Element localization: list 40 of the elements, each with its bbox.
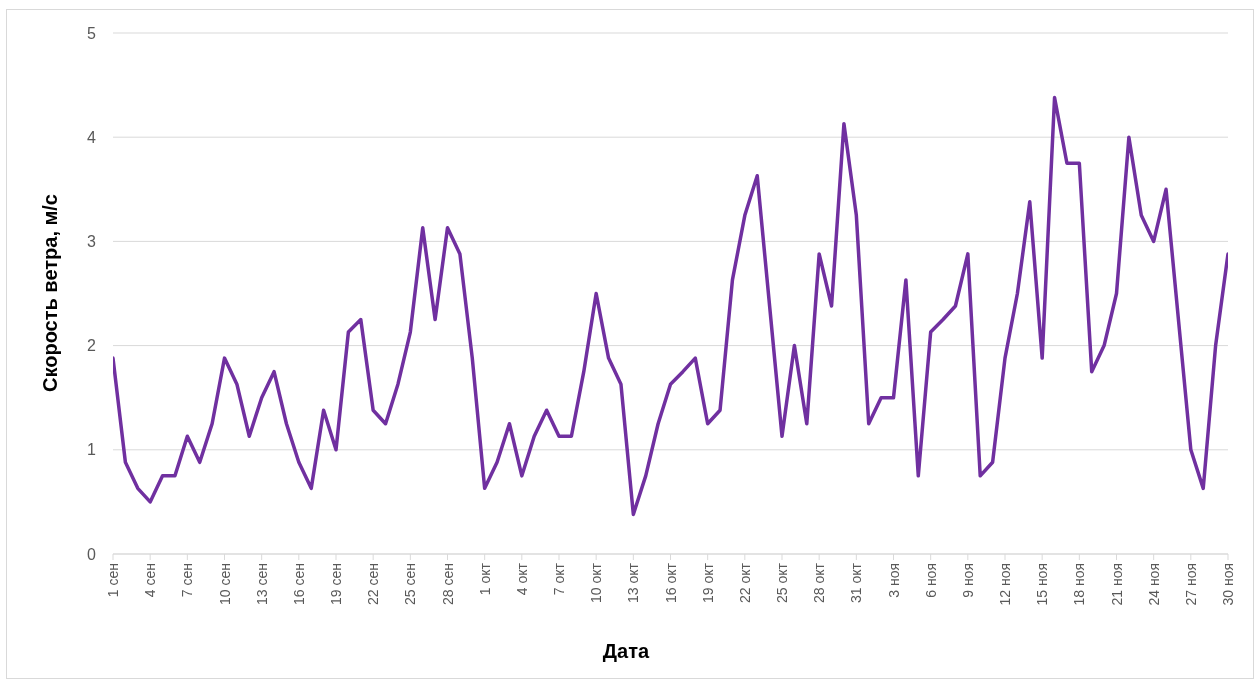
x-tick-label: 25 окт: [774, 562, 790, 603]
x-tick-label: 4 окт: [513, 562, 530, 596]
y-axis-title: Скорость ветра, м/с: [38, 194, 62, 392]
x-tick-label: 7 сен: [179, 563, 196, 598]
x-tick-label: 13 окт: [625, 562, 642, 603]
x-tick-label: 28 окт: [811, 562, 828, 603]
x-tick-label: 13 сен: [253, 563, 270, 605]
x-tick-label: 21 ноя: [1108, 563, 1125, 606]
x-tick-label: 30 ноя: [1220, 563, 1236, 606]
x-axis-title: Дата: [602, 639, 650, 663]
x-tick-label: 25 сен: [402, 563, 419, 605]
x-tick-label: 18 ноя: [1071, 563, 1088, 606]
x-tick-label: 10 окт: [588, 562, 605, 603]
x-tick-label: 3 ноя: [885, 563, 902, 598]
x-tick-label: 4 сен: [142, 563, 159, 598]
y-tick-label: 4: [87, 128, 97, 146]
x-tick-label: 19 окт: [699, 562, 716, 603]
x-tick-label: 15 ноя: [1034, 563, 1051, 606]
x-tick-label: 12 ноя: [997, 563, 1013, 606]
y-tick-label: 3: [87, 233, 97, 251]
y-tick-label: 2: [87, 337, 97, 355]
line-series: [113, 95, 1228, 517]
x-tick-label: 10 сен: [216, 563, 233, 605]
x-tick-label: 22 окт: [736, 562, 753, 603]
x-tick-label: 27 ноя: [1182, 563, 1199, 606]
x-tick-label: 6 ноя: [922, 563, 939, 598]
y-tick-label: 1: [87, 441, 97, 459]
x-tick-label: 9 ноя: [959, 563, 976, 598]
x-tick-label: 22 сен: [365, 563, 382, 605]
x-tick-label: 1 сен: [105, 563, 121, 598]
x-tick-label: 28 сен: [439, 563, 456, 605]
x-tick-label: 1 окт: [476, 562, 493, 596]
x-tick-label: 16 окт: [662, 562, 679, 603]
x-tick-label: 19 сен: [328, 563, 344, 605]
y-tick-label: 0: [87, 545, 97, 563]
x-tick-label: 7 окт: [551, 562, 567, 596]
x-tick-label: 16 сен: [290, 563, 307, 605]
y-tick-label: 5: [87, 24, 97, 42]
x-tick-label: 24 ноя: [1145, 563, 1162, 606]
x-tick-label: 31 окт: [848, 562, 865, 603]
